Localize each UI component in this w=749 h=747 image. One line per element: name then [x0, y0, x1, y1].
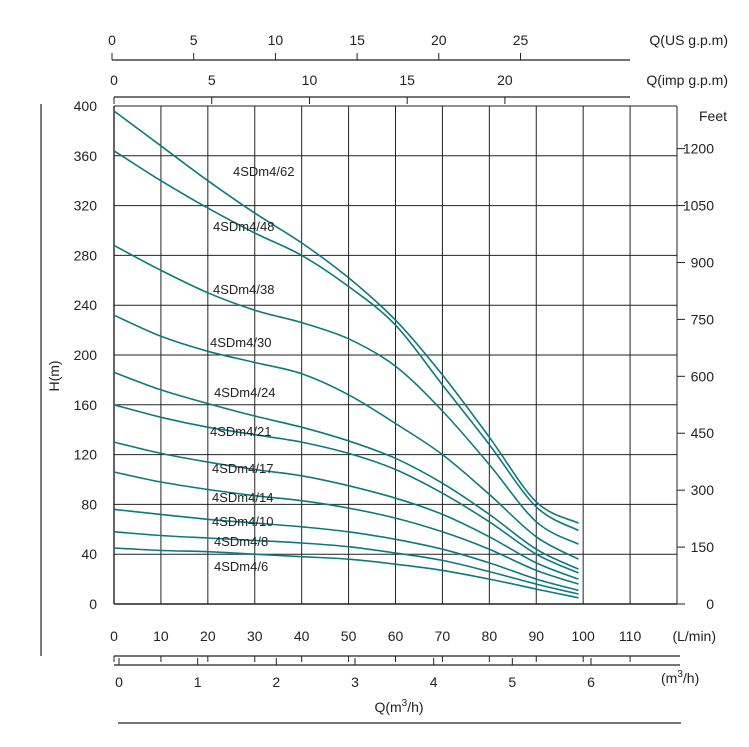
x-axis-title-tail: /h) [407, 699, 423, 715]
imp-gpm-tick-label: 20 [497, 72, 513, 88]
series-label: 4SDm4/62 [233, 164, 294, 179]
curve-4sdm4-17 [113, 441, 579, 580]
y-right-tick-label: 1200 [683, 141, 714, 157]
curve-4sdm4-21 [113, 404, 579, 574]
series-label: 4SDm4/14 [212, 490, 273, 505]
m3h-tick-label: 2 [272, 674, 280, 690]
y-axis-label: H(m) [46, 360, 62, 391]
m3h-tick-label: 5 [508, 674, 516, 690]
x-axis-title: Q(m3/h) [374, 698, 423, 715]
y-right-axis-label: Feet [699, 108, 727, 124]
curve-4sdm4-38 [113, 244, 579, 545]
m3h-tick-label: 1 [194, 674, 202, 690]
series-label: 4SDm4/8 [214, 534, 268, 549]
m3h-unit-label: (m3/h) [661, 669, 699, 686]
lpm-tick-label: 70 [435, 628, 451, 644]
curve-4sdm4-8 [113, 531, 579, 595]
lpm-tick-label: 0 [110, 628, 118, 644]
series-label: 4SDm4/48 [213, 219, 274, 234]
curve-4sdm4-24 [113, 371, 579, 570]
series-label: 4SDm4/24 [214, 385, 275, 400]
m3h-tick-label: 4 [430, 674, 438, 690]
lpm-tick-label: 30 [247, 628, 263, 644]
lpm-tick-label: 50 [341, 628, 357, 644]
y-right-tick-label: 750 [691, 311, 715, 327]
imp-gpm-tick-label: 0 [110, 72, 118, 88]
lpm-tick-label: 110 [619, 628, 642, 644]
lpm-axis-label: (L/min) [672, 628, 716, 644]
y-right-tick-label: 0 [706, 596, 714, 612]
y-tick-label: 400 [74, 98, 98, 114]
lpm-tick-label: 80 [482, 628, 498, 644]
lpm-tick-label: 40 [294, 628, 310, 644]
us-gpm-tick-label: 20 [431, 32, 447, 48]
series-label: 4SDm4/21 [210, 424, 271, 439]
y-tick-label: 240 [74, 297, 98, 313]
series-label: 4SDm4/6 [214, 559, 268, 574]
y-right-tick-label: 150 [691, 539, 715, 555]
lpm-tick-label: 90 [528, 628, 544, 644]
y-tick-label: 0 [89, 596, 97, 612]
imp-gpm-tick-label: 10 [302, 72, 318, 88]
y-right-tick-label: 600 [691, 368, 715, 384]
x-axis-title-main: Q(m [374, 699, 401, 715]
series-label: 4SDm4/30 [210, 335, 271, 350]
m3h-unit-tail: /h) [683, 670, 699, 686]
y-tick-label: 80 [81, 496, 97, 512]
y-tick-label: 160 [74, 397, 98, 413]
curve-4sdm4-14 [113, 471, 579, 585]
lpm-tick-label: 60 [388, 628, 404, 644]
bottom-axes: 0 10 20 30 40 50 60 70 80 90 100 110 (L/min) 0 1 2 3 4 5 6 (… [110, 628, 716, 724]
y-tick-label: 360 [74, 148, 98, 164]
top-axes: 0 5 10 15 20 25 Q(US g.p.m) 0 5 10 15 20 Q(imp g.p.m… [108, 32, 728, 104]
imp-gpm-tick-label: 5 [208, 72, 216, 88]
y-tick-label: 320 [74, 198, 98, 214]
y-right-tick-label: 450 [691, 425, 715, 441]
m3h-tick-label: 6 [587, 674, 595, 690]
us-gpm-tick-label: 5 [190, 32, 198, 48]
m3h-unit-sup: 3 [677, 669, 683, 680]
m3h-tick-label: 0 [115, 674, 123, 690]
curve-4sdm4-10 [113, 508, 579, 592]
y-tick-label: 280 [74, 247, 98, 263]
us-gpm-tick-label: 15 [349, 32, 365, 48]
series-labels: 4SDm4/62 4SDm4/48 4SDm4/38 4SDm4/30 4SDm4/24… [210, 164, 294, 574]
y-tick-label: 120 [74, 447, 98, 463]
imp-gpm-tick-label: 15 [399, 72, 415, 88]
curve-4sdm4-6 [113, 547, 579, 599]
imp-gpm-axis-label: Q(imp g.p.m) [646, 72, 728, 88]
curve-4sdm4-48 [113, 150, 579, 532]
y-tick-label: 40 [81, 546, 97, 562]
series-label: 4SDm4/10 [212, 514, 273, 529]
chart-grid [113, 105, 678, 605]
m3h-unit-main: (m [661, 670, 677, 686]
x-axis-title-sup: 3 [402, 698, 408, 709]
us-gpm-tick-label: 10 [268, 32, 284, 48]
curve-4sdm4-62 [113, 110, 579, 524]
m3h-tick-label: 3 [351, 674, 359, 690]
lpm-tick-label: 20 [200, 628, 216, 644]
performance-curves [113, 110, 579, 599]
us-gpm-tick-label: 0 [108, 32, 116, 48]
y-right-tick-label: 300 [691, 482, 715, 498]
y-right-tick-label: 900 [691, 254, 715, 270]
lpm-tick-label: 100 [571, 628, 595, 644]
series-label: 4SDm4/17 [212, 461, 273, 476]
lpm-tick-label: 10 [153, 628, 169, 644]
series-label: 4SDm4/38 [213, 282, 274, 297]
curve-4sdm4-30 [113, 314, 579, 560]
y-axes: 04080120160200240280320360400H(m)0150300… [40, 98, 727, 656]
y-tick-label: 200 [74, 347, 98, 363]
us-gpm-tick-label: 25 [513, 32, 529, 48]
us-gpm-axis-label: Q(US g.p.m) [649, 32, 728, 48]
y-right-tick-label: 1050 [683, 198, 714, 214]
